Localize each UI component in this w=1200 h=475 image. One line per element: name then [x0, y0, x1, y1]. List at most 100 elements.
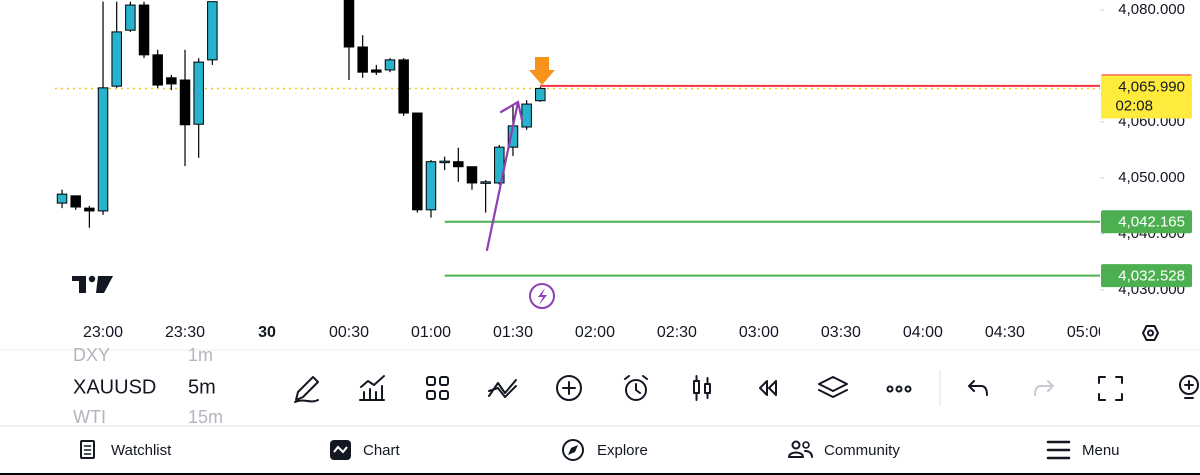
settings-icon[interactable]: [1142, 325, 1159, 341]
nav-item[interactable]: Watchlist: [111, 442, 172, 459]
x-tick-label: 03:30: [821, 324, 861, 341]
candle: [84, 205, 95, 228]
fullscreen[interactable]: [1098, 376, 1123, 401]
drawings[interactable]: [488, 379, 517, 398]
candle: [371, 64, 382, 75]
candle: [425, 160, 437, 218]
more[interactable]: [886, 385, 912, 393]
redo: [1034, 380, 1054, 396]
x-tick-label: 23:00: [83, 324, 123, 341]
candle: [398, 58, 409, 116]
candle-body: [535, 87, 546, 102]
lightning-icon[interactable]: [529, 283, 555, 309]
candle-body: [179, 79, 191, 126]
interval[interactable]: 5m: [188, 376, 216, 398]
candle-body: [521, 103, 532, 128]
candle: [535, 86, 546, 102]
candle-body: [357, 46, 368, 73]
x-tick-label: 30: [258, 324, 276, 341]
price-axis: 4,080.0004,060.0004,050.0004,040.0004,03…: [1100, 1, 1185, 298]
candle: [179, 49, 191, 167]
candle: [466, 166, 478, 190]
candle: [453, 147, 464, 182]
watchlist-icon: [80, 440, 95, 459]
ideas[interactable]: [1179, 375, 1199, 399]
nav-item[interactable]: Explore: [597, 442, 648, 459]
candle: [521, 100, 532, 130]
x-tick-label: 02:30: [657, 324, 697, 341]
symbol-list[interactable]: DXY 1m XAUUSD 5m WTI 15m: [73, 345, 223, 427]
replay[interactable]: [759, 380, 777, 396]
candle: [125, 1, 136, 32]
explore-icon: [562, 439, 584, 461]
price-label: 4,032.528: [1118, 268, 1185, 285]
nav-item[interactable]: Chart: [363, 442, 401, 459]
candle: [357, 35, 368, 78]
candle-body: [84, 207, 95, 212]
plot-area: [55, 0, 1100, 277]
countdown: 02:08: [1115, 97, 1153, 114]
bottom-nav: Watchlist Chart Explore Community Menu: [80, 439, 1120, 461]
candle-body: [466, 166, 478, 184]
y-tick-label: 4,080.000: [1118, 1, 1185, 18]
candle-body: [371, 69, 382, 73]
toolbar: [294, 370, 1199, 406]
candle: [97, 1, 109, 215]
candle-body: [398, 59, 409, 114]
candle: [480, 180, 491, 213]
candle-body: [56, 193, 68, 204]
x-tick-label: 03:00: [739, 324, 779, 341]
purple-arrow: [485, 100, 524, 252]
nav-item[interactable]: Community: [824, 442, 900, 459]
candle: [384, 58, 396, 73]
x-tick-label: 01:30: [493, 324, 533, 341]
x-tick-label: 04:00: [903, 324, 943, 341]
candle-body: [111, 31, 122, 87]
nav-item[interactable]: Menu: [1082, 442, 1120, 459]
chart-type[interactable]: [693, 375, 711, 401]
x-tick-label: 01:00: [411, 324, 451, 341]
candle-body: [166, 77, 177, 85]
interval[interactable]: 15m: [188, 407, 223, 427]
price-labels: 4,066.4504,042.1654,032.5284,065.99002:0…: [1101, 74, 1192, 288]
candle: [343, 0, 355, 81]
candle-body: [439, 160, 450, 164]
x-tick-label: 05:00: [1067, 324, 1107, 341]
last-price-label: 4,065.990: [1118, 78, 1185, 95]
candle-body: [207, 1, 218, 61]
candle: [439, 156, 450, 171]
candle-body: [97, 87, 109, 212]
price-label: 4,042.165: [1118, 214, 1185, 231]
last-price-box: [1101, 75, 1192, 119]
y-tick-label: 4,050.000: [1118, 169, 1185, 186]
candle-body: [125, 4, 136, 31]
candle-body: [412, 112, 423, 211]
layers[interactable]: [818, 376, 848, 398]
symbol[interactable]: DXY: [73, 345, 110, 365]
community-icon: [788, 440, 813, 458]
symbol[interactable]: XAUUSD: [73, 376, 156, 398]
candle: [111, 1, 122, 88]
candle: [138, 1, 150, 59]
symbol[interactable]: WTI: [73, 407, 106, 427]
candle: [193, 58, 204, 158]
layouts[interactable]: [426, 376, 449, 400]
x-tick-label: 00:30: [329, 324, 369, 341]
indicators[interactable]: [359, 375, 385, 401]
candle-body: [193, 61, 204, 125]
interval[interactable]: 1m: [188, 345, 213, 365]
candle: [166, 74, 177, 91]
x-tick-label: 04:30: [985, 324, 1025, 341]
candle-body: [138, 4, 150, 56]
time-axis: 23:00 23:30 30 00:30 01:00 01:30 02:00 02:30 03:…: [83, 324, 1107, 341]
draw-tool[interactable]: [294, 376, 319, 403]
undo[interactable]: [968, 380, 988, 396]
add[interactable]: [556, 375, 582, 401]
x-tick-label: 02:00: [575, 324, 615, 341]
candle: [56, 189, 68, 209]
candle-body: [152, 54, 163, 86]
alert[interactable]: [624, 375, 648, 401]
candle-body: [453, 161, 464, 168]
price-label-box: [1101, 210, 1192, 234]
